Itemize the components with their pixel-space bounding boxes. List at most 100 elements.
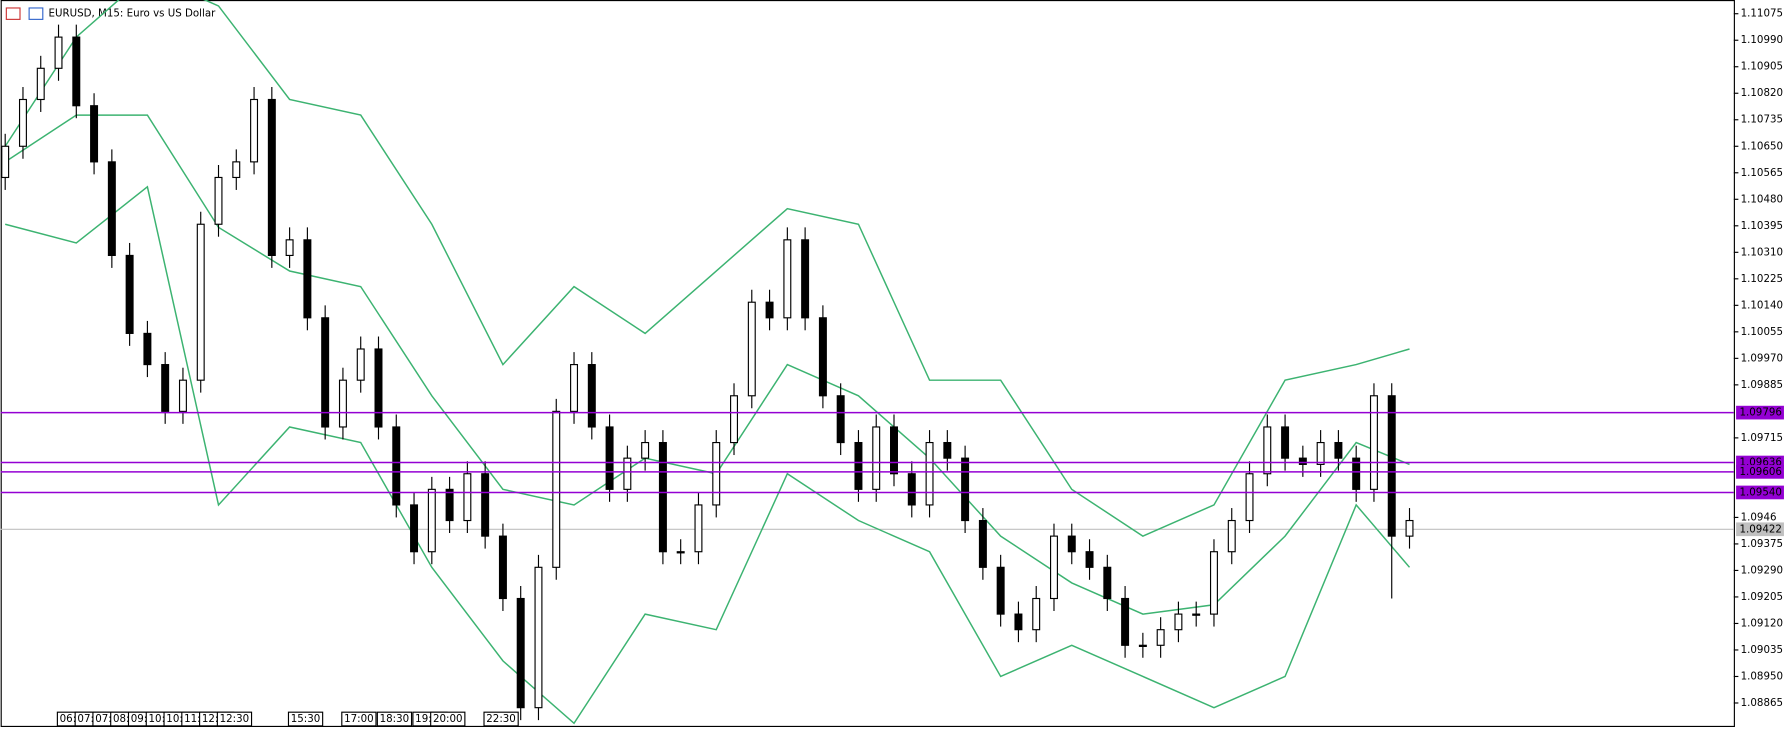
candle-body xyxy=(143,332,152,366)
y-tick-label: 1.10565 xyxy=(1741,167,1783,179)
candle-body xyxy=(445,488,454,522)
candle-body xyxy=(747,301,756,397)
candle-body xyxy=(1085,551,1094,568)
time-label-box xyxy=(287,711,324,727)
candle-body xyxy=(1227,519,1236,553)
candle-body xyxy=(214,176,223,225)
time-label-box xyxy=(376,711,413,727)
bollinger-band xyxy=(5,185,1411,725)
x-tick-label: 12:30 xyxy=(220,713,250,725)
y-tick-label: 1.10905 xyxy=(1741,61,1783,73)
y-tick-label: 1.09970 xyxy=(1741,352,1783,364)
y-tick-label: 1.09290 xyxy=(1741,564,1783,576)
candle-body xyxy=(996,566,1005,615)
candle-body xyxy=(925,441,934,506)
candle-body xyxy=(463,473,472,522)
x-tick-label: 17:00 xyxy=(344,713,374,725)
level-label: 1.09636 xyxy=(1740,457,1782,469)
candle-body xyxy=(1298,457,1307,465)
y-tick-label: 1.10480 xyxy=(1741,193,1783,205)
candle-body xyxy=(18,98,27,147)
candle-body xyxy=(1014,613,1023,631)
time-label-box xyxy=(430,711,466,727)
candle-body xyxy=(1405,519,1414,537)
y-tick-label: 1.10310 xyxy=(1741,246,1783,258)
y-tick-label: 1.09375 xyxy=(1741,538,1783,550)
candle-body xyxy=(374,348,383,428)
candle-body xyxy=(712,441,721,506)
candle-body xyxy=(481,473,490,537)
candle-body xyxy=(552,410,561,568)
candle-body xyxy=(90,105,99,163)
candle-body xyxy=(1281,426,1290,459)
candle-body xyxy=(836,395,845,444)
candle-body xyxy=(872,426,881,490)
candle-body xyxy=(1138,644,1147,647)
candle-body xyxy=(516,597,525,709)
x-tick-label: 20:00 xyxy=(433,713,463,725)
y-tick-label: 1.11075 xyxy=(1741,8,1783,20)
candle-body xyxy=(783,239,792,319)
y-tick-label: 1.09205 xyxy=(1741,591,1783,603)
x-tick-label: 18:30 xyxy=(380,713,410,725)
x-tick-label: 22:30 xyxy=(486,713,516,725)
candle-body xyxy=(765,301,774,319)
candle-body xyxy=(178,379,187,412)
candle-body xyxy=(890,426,898,475)
current-price-box xyxy=(1736,522,1784,537)
candle-body xyxy=(267,98,276,257)
candle-body xyxy=(694,504,703,553)
candle-body xyxy=(570,364,579,412)
y-tick-label: 1.10735 xyxy=(1741,114,1783,126)
candle-body xyxy=(641,441,650,459)
candle-body xyxy=(321,317,330,428)
x-tick-label: 15:30 xyxy=(291,713,321,725)
candle-body xyxy=(801,239,810,319)
candle-body xyxy=(534,566,543,709)
candle-body xyxy=(392,426,401,506)
candle-body xyxy=(498,535,507,600)
y-tick-label: 1.09715 xyxy=(1741,432,1783,444)
candle-body xyxy=(250,98,259,163)
y-tick-label: 1.09120 xyxy=(1741,617,1783,629)
candle-body xyxy=(1121,597,1130,646)
level-box xyxy=(1736,465,1784,479)
chart-title: EURUSD, M15: Euro vs US Dollar xyxy=(48,8,216,20)
time-label-box xyxy=(216,711,253,727)
candle-body xyxy=(72,36,81,107)
time-label-box xyxy=(341,711,377,727)
y-tick-label: 1.08950 xyxy=(1741,670,1783,682)
candle-body xyxy=(196,223,205,381)
chart-icon xyxy=(5,7,21,20)
candle-body xyxy=(54,36,63,69)
candle-body xyxy=(1334,441,1343,459)
candle-body xyxy=(427,488,436,553)
candle-body xyxy=(978,519,987,568)
y-tick-label: 1.09035 xyxy=(1741,644,1783,656)
y-tick-label: 1.10225 xyxy=(1741,273,1783,285)
candle-body xyxy=(1352,457,1361,490)
candle-body xyxy=(107,161,116,257)
candle-body xyxy=(730,395,739,444)
bollinger-band xyxy=(4,0,1410,537)
candle-body xyxy=(1192,613,1201,616)
y-tick-label: 1.10140 xyxy=(1741,299,1783,311)
candle-body xyxy=(658,441,667,553)
candle-body xyxy=(907,473,916,506)
y-tick-label: 1.08865 xyxy=(1741,697,1783,709)
chart-icon xyxy=(28,7,44,20)
candle-body xyxy=(605,426,614,490)
level-label: 1.09606 xyxy=(1740,466,1782,478)
time-label-box xyxy=(483,711,519,727)
y-tick-label: 1.10395 xyxy=(1741,220,1783,232)
candle-body xyxy=(1387,395,1396,537)
candle-body xyxy=(1245,473,1254,522)
y-tick-label: 1.09885 xyxy=(1741,379,1783,391)
candle-body xyxy=(1316,441,1325,465)
y-tick-label: 1.10820 xyxy=(1741,87,1783,99)
level-label: 1.09540 xyxy=(1740,486,1782,498)
candle-body xyxy=(623,457,632,490)
candle-body xyxy=(854,441,863,490)
level-box xyxy=(1736,405,1784,420)
